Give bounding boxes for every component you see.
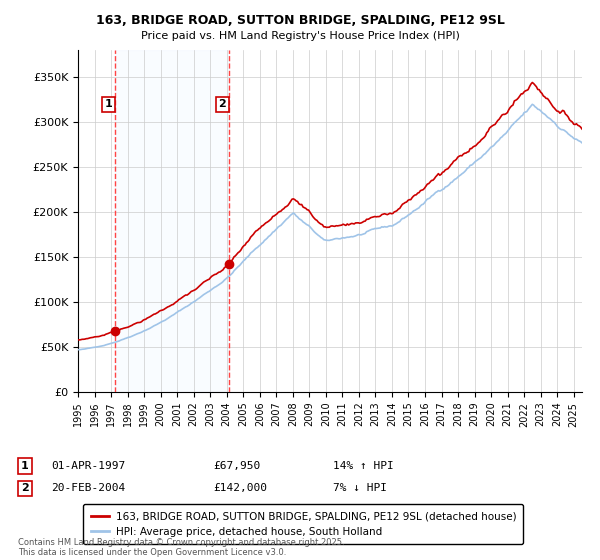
Text: 01-APR-1997: 01-APR-1997 — [51, 461, 125, 471]
Bar — [115, 50, 229, 392]
Text: £142,000: £142,000 — [213, 483, 267, 493]
Text: 7% ↓ HPI: 7% ↓ HPI — [333, 483, 387, 493]
Text: £67,950: £67,950 — [213, 461, 260, 471]
Text: 163, BRIDGE ROAD, SUTTON BRIDGE, SPALDING, PE12 9SL: 163, BRIDGE ROAD, SUTTON BRIDGE, SPALDIN… — [95, 14, 505, 27]
Text: 14% ↑ HPI: 14% ↑ HPI — [333, 461, 394, 471]
Legend: 163, BRIDGE ROAD, SUTTON BRIDGE, SPALDING, PE12 9SL (detached house), HPI: Avera: 163, BRIDGE ROAD, SUTTON BRIDGE, SPALDIN… — [83, 504, 523, 544]
Text: Contains HM Land Registry data © Crown copyright and database right 2025.
This d: Contains HM Land Registry data © Crown c… — [18, 538, 344, 557]
Text: 1: 1 — [21, 461, 29, 471]
Text: Price paid vs. HM Land Registry's House Price Index (HPI): Price paid vs. HM Land Registry's House … — [140, 31, 460, 41]
Text: 20-FEB-2004: 20-FEB-2004 — [51, 483, 125, 493]
Text: 1: 1 — [104, 99, 112, 109]
Text: 2: 2 — [218, 99, 226, 109]
Text: 2: 2 — [21, 483, 29, 493]
